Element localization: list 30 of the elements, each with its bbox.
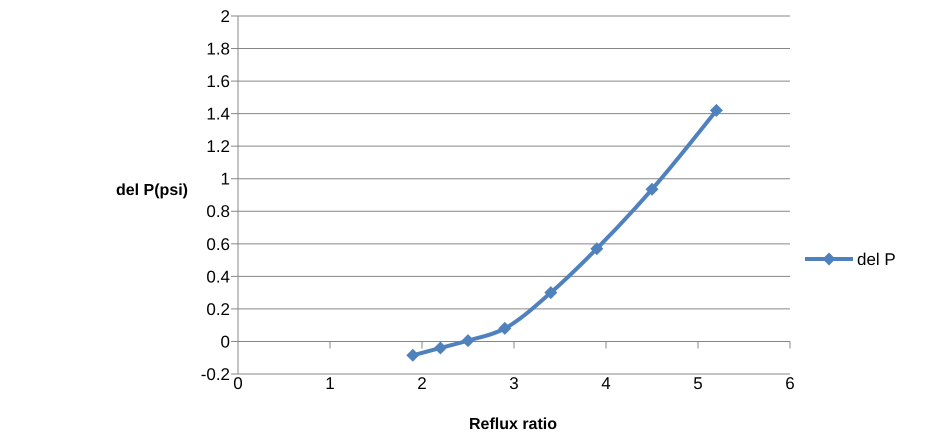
x-tick-label: 2 [417, 374, 427, 393]
x-axis-title: Reflux ratio [468, 416, 558, 433]
y-tick-label: 1.6 [206, 72, 230, 92]
y-tick-label: 1.2 [206, 137, 230, 156]
legend-label: del P [857, 250, 896, 269]
point [406, 348, 420, 362]
x-tick-label: 6 [785, 374, 795, 393]
y-tick-label: 0.6 [206, 234, 230, 254]
y-axis-title: del P(psi) [116, 182, 188, 199]
x-tick-label: 4 [601, 374, 611, 393]
point [434, 341, 447, 354]
point [590, 242, 604, 256]
y-tick-label: -0.2 [200, 364, 230, 384]
y-tick-label: 1 [220, 170, 230, 189]
point [462, 334, 474, 348]
point [544, 286, 558, 300]
y-tick-label: 0 [220, 332, 230, 352]
y-tick-label: 1.4 [206, 104, 230, 124]
point [498, 322, 512, 335]
y-tick-label: 0.2 [206, 300, 230, 319]
x-tick-label: 3 [509, 374, 519, 393]
y-tick-label: 1.8 [206, 39, 230, 58]
y-tick-label: 0.8 [206, 202, 230, 222]
point [710, 104, 723, 117]
y-tick-label: 0.4 [206, 267, 230, 286]
x-tick-label: 5 [693, 374, 703, 393]
x-tick-label: 0 [233, 374, 243, 393]
x-tick-label: 1 [325, 374, 335, 393]
y-tick-label: 2 [220, 6, 230, 26]
point [646, 182, 658, 196]
